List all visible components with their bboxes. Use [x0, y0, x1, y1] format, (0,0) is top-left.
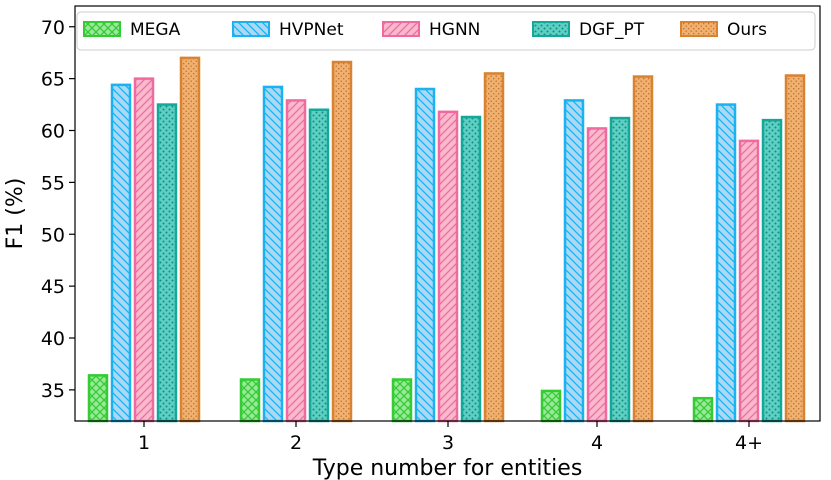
bar-hgnn-1 — [133, 77, 155, 423]
bar-hvpnet-1 — [110, 83, 132, 423]
bar-dgf-pt-2 — [308, 108, 330, 423]
y-tick-label: 45 — [41, 276, 65, 298]
legend-item-mega: MEGA — [83, 20, 181, 40]
legend-item-hgnn: HGNN — [382, 20, 480, 40]
bar-dgf-pt-4plus — [761, 118, 783, 423]
legend-label: HVPNet — [279, 20, 344, 40]
y-tick-label: 40 — [41, 328, 65, 350]
y-tick-label: 65 — [41, 69, 65, 91]
legend-label: Ours — [727, 20, 767, 40]
legend-label: DGF_PT — [579, 20, 645, 40]
bar-ours-2 — [331, 60, 353, 423]
bar-mega-3 — [391, 378, 413, 423]
y-axis-title: F1 (%) — [3, 178, 28, 250]
bar-mega-1 — [87, 374, 109, 423]
bar-hvpnet-4plus — [715, 103, 737, 423]
bar-mega-4plus — [692, 396, 714, 423]
bar-hvpnet-3 — [414, 87, 436, 423]
x-axis-title: Type number for entities — [312, 456, 583, 480]
bar-hvpnet-4 — [563, 99, 585, 423]
x-axis: 1 2 3 4 4+ — [138, 421, 763, 454]
bar-hgnn-4 — [586, 127, 608, 423]
y-tick-label: 60 — [41, 121, 65, 143]
bar-hvpnet-2 — [262, 85, 284, 423]
legend-item-dgf-pt: DGF_PT — [532, 20, 645, 40]
x-tick-label: 4+ — [735, 432, 763, 454]
bar-hgnn-2 — [285, 99, 307, 423]
y-tick-label: 35 — [41, 380, 65, 402]
bar-mega-4 — [540, 389, 562, 423]
x-tick-label: 2 — [290, 432, 302, 454]
y-tick-label: 50 — [41, 224, 65, 246]
bar-hgnn-4plus — [738, 139, 760, 423]
bars-layer — [87, 56, 806, 423]
bar-ours-1 — [179, 56, 201, 423]
bar-dgf-pt-1 — [156, 103, 178, 423]
bar-ours-3 — [483, 72, 505, 423]
legend: MEGA HVPNet HGNN DGF_PT Ours — [76, 11, 816, 51]
bar-hgnn-3 — [437, 110, 459, 423]
y-axis: 35 40 45 50 55 60 65 70 — [41, 17, 75, 402]
legend-label: HGNN — [429, 20, 480, 40]
bar-mega-2 — [239, 378, 261, 423]
bar-ours-4plus — [784, 74, 806, 423]
legend-item-hvpnet: HVPNet — [232, 20, 344, 40]
legend-label: MEGA — [130, 20, 181, 40]
bar-ours-4 — [632, 75, 654, 423]
legend-item-ours: Ours — [680, 20, 767, 40]
bar-dgf-pt-3 — [460, 115, 482, 423]
y-tick-label: 55 — [41, 172, 65, 194]
bar-dgf-pt-4 — [609, 116, 631, 423]
x-tick-label: 3 — [442, 432, 454, 454]
y-tick-label: 70 — [41, 17, 65, 39]
x-tick-label: 4 — [591, 432, 603, 454]
x-tick-label: 1 — [138, 432, 150, 454]
